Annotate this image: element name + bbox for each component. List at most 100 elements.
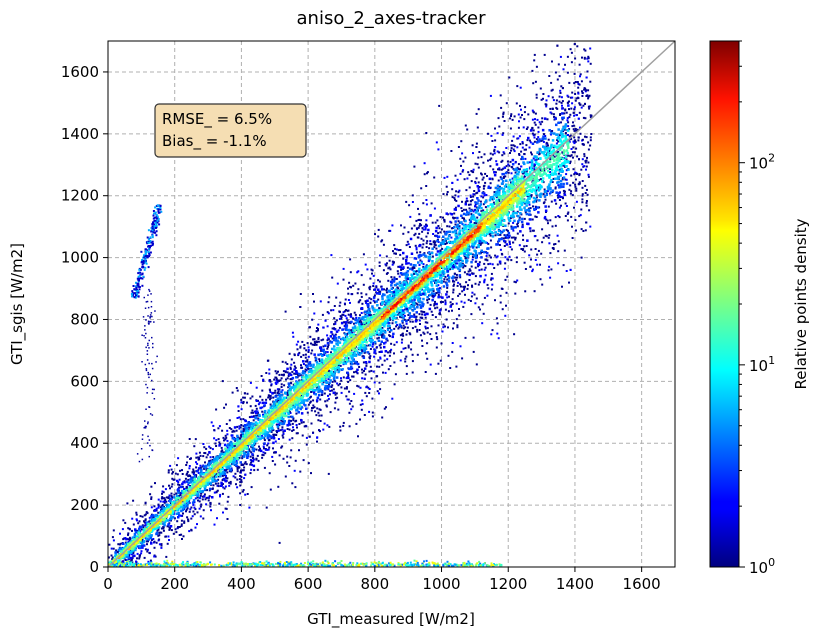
density-cell [460, 345, 462, 347]
density-cell [560, 92, 562, 94]
density-cell [348, 391, 350, 393]
density-cell [525, 268, 527, 270]
density-cell [136, 514, 138, 516]
density-cell [274, 434, 276, 436]
density-cell [363, 253, 365, 255]
density-cell [478, 306, 480, 308]
density-cell [200, 506, 202, 508]
density-cell [329, 393, 331, 395]
density-cell [442, 275, 445, 278]
density-cell [567, 121, 569, 123]
density-cell [344, 333, 347, 336]
density-cell [386, 358, 388, 360]
density-cell [550, 132, 553, 135]
density-cell [368, 392, 370, 394]
density-cell [509, 246, 511, 248]
density-cell [579, 84, 581, 86]
density-cell [518, 163, 520, 165]
density-cell [267, 443, 269, 445]
density-cell [268, 447, 270, 449]
density-cell [470, 253, 473, 256]
density-cell [209, 495, 211, 497]
density-cell [383, 244, 385, 246]
density-cell [551, 201, 553, 203]
density-cell [523, 126, 525, 128]
density-cell [409, 321, 411, 323]
density-cell [549, 219, 551, 221]
density-cell [535, 124, 537, 126]
density-cell [203, 446, 205, 448]
density-cell [239, 485, 241, 487]
density-cell [179, 470, 181, 472]
density-cell [555, 186, 557, 188]
density-cell [395, 373, 397, 375]
density-cell [374, 233, 376, 235]
density-cell [271, 392, 274, 395]
density-cell [442, 331, 444, 333]
density-cell [327, 346, 329, 348]
density-cell [463, 288, 465, 290]
density-cell [442, 326, 444, 328]
density-cell [181, 523, 183, 525]
density-cell [566, 119, 568, 121]
density-cell [456, 274, 458, 276]
density-cell [560, 56, 562, 58]
density-cell [363, 357, 366, 360]
density-cell [519, 143, 521, 145]
density-cell [412, 372, 414, 374]
density-cell [548, 139, 550, 141]
density-cell [567, 102, 569, 104]
density-cell [400, 224, 402, 226]
density-cell [464, 178, 466, 180]
density-cell [574, 151, 576, 153]
density-cell [249, 416, 251, 418]
density-cell [154, 541, 156, 543]
density-cell [141, 528, 143, 530]
density-cell [344, 310, 346, 312]
density-cell [516, 257, 518, 259]
density-cell [381, 364, 383, 366]
density-cell [195, 457, 197, 459]
density-cell [483, 177, 485, 179]
density-cell [278, 423, 280, 425]
density-cell [432, 314, 434, 316]
density-cell [349, 302, 351, 304]
density-cell [502, 113, 504, 115]
density-cell [436, 347, 438, 349]
density-cell [395, 325, 397, 327]
density-cell [283, 430, 286, 433]
density-cell [319, 408, 321, 410]
density-cell [534, 122, 536, 124]
density-cell [570, 175, 572, 177]
density-cell [448, 296, 450, 298]
density-cell [458, 220, 460, 222]
density-cell [568, 282, 570, 284]
density-cell [584, 50, 586, 52]
density-cell [543, 193, 545, 195]
density-cell [385, 289, 387, 291]
density-cell [377, 390, 379, 392]
density-cell [238, 410, 240, 412]
density-cell [200, 495, 202, 497]
density-cell [406, 330, 408, 332]
density-cell [348, 282, 350, 284]
density-cell [495, 160, 497, 162]
density-cell [536, 138, 538, 140]
density-cell [195, 527, 197, 529]
density-cell [584, 103, 586, 105]
density-cell [141, 550, 143, 552]
density-cell [350, 271, 352, 273]
density-cell [361, 409, 363, 411]
density-cell [588, 106, 590, 108]
density-cell [425, 219, 427, 221]
density-cell [392, 264, 394, 266]
density-cell [313, 313, 315, 315]
density-cell [213, 437, 215, 439]
density-cell [236, 479, 238, 481]
density-cell [462, 306, 464, 308]
density-cell [346, 388, 348, 390]
density-cell [511, 172, 513, 174]
density-cell [572, 237, 574, 239]
density-cell [568, 116, 570, 118]
density-cell [573, 207, 575, 209]
